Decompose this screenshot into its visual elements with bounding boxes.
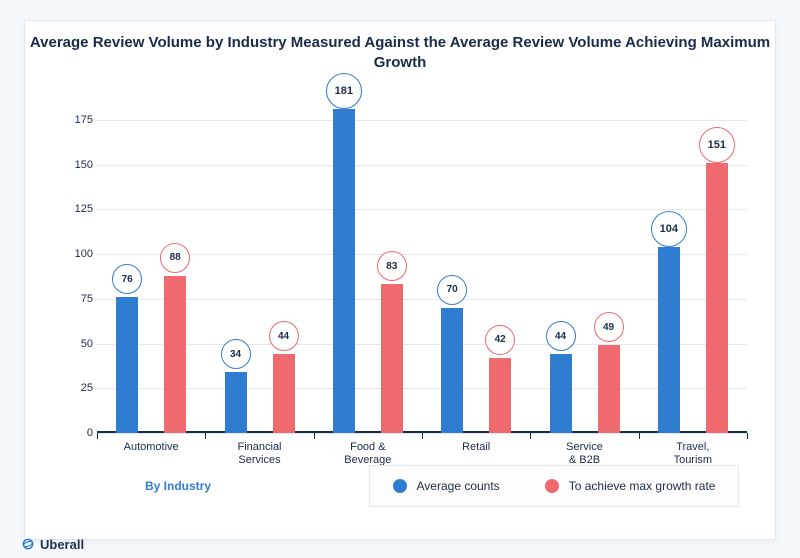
y-tick-label: 50 [65,338,93,350]
value-bubble: 83 [377,251,407,281]
legend-swatch-2 [545,479,559,493]
bar-series-1 [333,109,355,433]
bar-series-1 [441,308,463,433]
x-tick-label: Retail [462,441,490,454]
chart-title: Average Review Volume by Industry Measur… [25,33,775,74]
grid-line [97,120,747,121]
bar-series-2 [489,358,511,433]
legend-item-series-1: Average counts [393,479,500,493]
grid-line [97,299,747,300]
x-tick [97,433,98,439]
value-bubble: 76 [112,264,142,294]
chart-card: Average Review Volume by Industry Measur… [24,20,776,540]
brand-logo: Uberall [20,536,84,552]
y-tick-label: 175 [65,114,93,126]
legend-label-1: Average counts [417,479,500,493]
legend-item-series-2: To achieve max growth rate [545,479,716,493]
bar-series-2 [706,163,728,433]
value-bubble: 42 [485,325,515,355]
x-tick-label: Food & Beverage [344,441,391,467]
x-tick [639,433,640,439]
x-tick [747,433,748,439]
value-bubble: 151 [699,127,735,163]
grid-line [97,254,747,255]
legend: Average counts To achieve max growth rat… [369,465,739,507]
brand-name: Uberall [40,537,84,552]
grid-line [97,209,747,210]
grid-line [97,165,747,166]
value-bubble: 104 [651,211,687,247]
y-tick-label: 150 [65,159,93,171]
value-bubble: 88 [160,243,190,273]
brand-icon [20,536,36,552]
bar-series-2 [164,276,186,433]
bar-series-2 [381,284,403,433]
value-bubble: 44 [269,321,299,351]
y-tick-label: 25 [65,382,93,394]
legend-swatch-1 [393,479,407,493]
y-tick-label: 100 [65,248,93,260]
legend-label-2: To achieve max growth rate [569,479,716,493]
bar-series-1 [550,354,572,433]
x-tick [530,433,531,439]
value-bubble: 44 [546,321,576,351]
value-bubble: 70 [437,275,467,305]
x-tick [422,433,423,439]
value-bubble: 49 [594,312,624,342]
plot-inner: 0255075100125150175Automotive7688Financi… [97,93,747,433]
x-tick-label: Financial Services [237,441,281,467]
x-tick-label: Service & B2B [566,441,603,467]
y-tick-label: 0 [65,427,93,439]
grid-line [97,388,747,389]
bar-series-2 [273,354,295,433]
bar-series-1 [658,247,680,433]
value-bubble: 34 [221,339,251,369]
x-tick [314,433,315,439]
bar-series-1 [225,372,247,433]
x-tick [205,433,206,439]
plot-area: 0255075100125150175Automotive7688Financi… [97,93,747,433]
x-axis-label: By Industry [145,479,211,493]
y-tick-label: 75 [65,293,93,305]
y-tick-label: 125 [65,203,93,215]
bar-series-1 [116,297,138,433]
grid-line [97,344,747,345]
bar-series-2 [598,345,620,433]
x-tick-label: Automotive [124,441,179,454]
value-bubble: 181 [326,73,362,109]
